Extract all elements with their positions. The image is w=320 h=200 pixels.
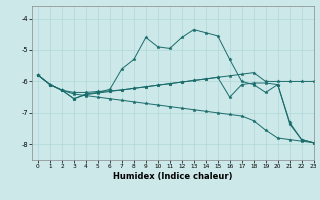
X-axis label: Humidex (Indice chaleur): Humidex (Indice chaleur) [113, 172, 233, 181]
